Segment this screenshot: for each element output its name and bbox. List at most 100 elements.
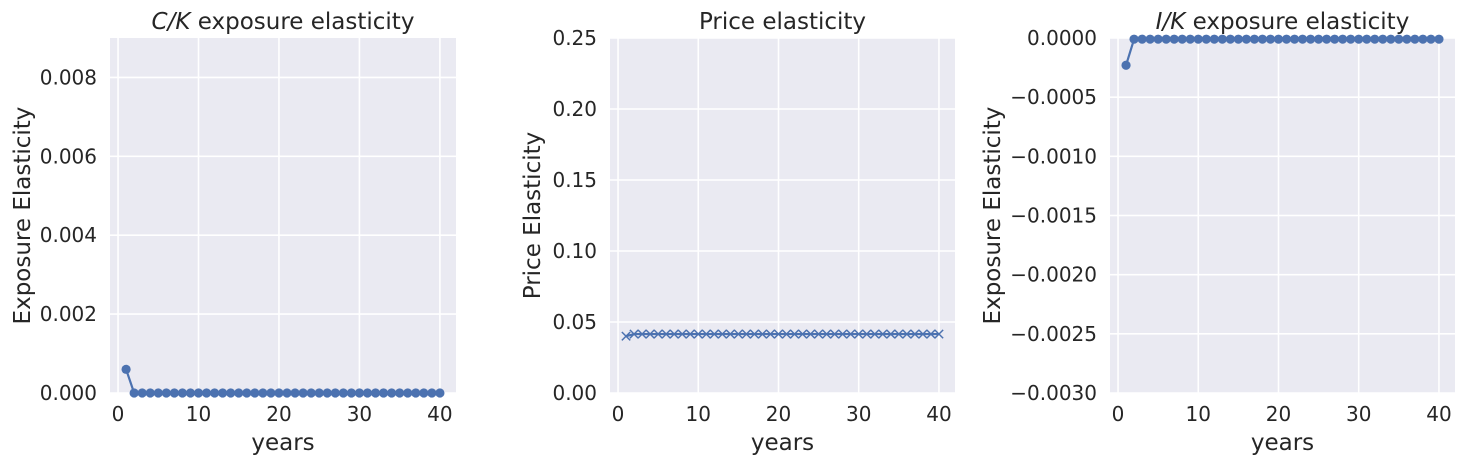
data-point	[934, 329, 944, 339]
data-point	[378, 388, 389, 398]
y-tick-label: 0.006	[40, 144, 97, 168]
data-point	[145, 388, 155, 398]
data-point	[1354, 34, 1364, 44]
data-point	[395, 388, 405, 398]
data-point	[1394, 34, 1404, 44]
data-point	[250, 388, 260, 398]
data-point	[653, 329, 663, 339]
data-point	[1161, 34, 1171, 44]
data-point	[1273, 34, 1284, 44]
data-point	[121, 364, 131, 374]
data-point	[427, 388, 437, 398]
chart-title-text: Price elasticity	[699, 9, 866, 35]
data-point	[878, 329, 888, 339]
data-point	[1418, 34, 1428, 44]
data-point	[201, 388, 212, 398]
data-point	[717, 329, 728, 339]
data-point	[1338, 34, 1348, 44]
y-axis-label: Exposure Elasticity	[980, 107, 1006, 325]
data-point	[274, 388, 284, 398]
data-point	[1249, 34, 1260, 44]
data-point	[1169, 34, 1179, 44]
x-tick-label: 20	[266, 402, 291, 426]
data-point	[185, 388, 196, 398]
chart-title: Price elasticity	[699, 9, 866, 35]
x-tick-label: 10	[1186, 402, 1211, 426]
chart-title-text: exposure elasticity	[190, 9, 414, 35]
data-point	[733, 329, 744, 339]
data-point	[781, 329, 792, 339]
data-point	[419, 388, 429, 398]
data-point	[258, 388, 268, 398]
data-point	[677, 329, 687, 339]
data-point	[757, 329, 768, 339]
data-point	[1297, 34, 1308, 44]
chart-title-italic: C/K	[152, 9, 193, 35]
x-tick-label: 30	[1346, 402, 1371, 426]
data-point	[346, 388, 356, 398]
data-point	[290, 388, 300, 398]
chart-panel-3: 0 10 20 30 40 −0.0030 −0.0025 −0.0020 −0.0015 −0.…	[980, 9, 1455, 456]
data-point	[1289, 34, 1300, 44]
y-tick-label: 0.10	[552, 239, 597, 263]
data-point	[645, 329, 655, 339]
data-point	[362, 388, 373, 398]
y-tick-label: 0.20	[552, 97, 597, 121]
data-point	[661, 329, 671, 339]
data-point	[693, 329, 703, 339]
data-point	[1426, 34, 1436, 44]
data-point	[129, 388, 139, 398]
data-point	[926, 329, 936, 339]
data-point	[218, 388, 228, 398]
data-point	[1225, 34, 1235, 44]
data-point	[234, 388, 244, 398]
data-point	[789, 329, 800, 339]
data-point	[411, 388, 421, 398]
data-point	[1265, 34, 1276, 44]
data-point	[1233, 34, 1243, 44]
y-axis-label: Exposure Elasticity	[10, 107, 36, 325]
data-point	[637, 329, 647, 339]
x-tick-label: 0	[1112, 402, 1125, 426]
data-point	[1346, 34, 1356, 44]
data-point	[741, 329, 752, 339]
data-point	[306, 388, 316, 398]
x-axis-label: years	[251, 430, 314, 456]
series-line	[625, 332, 939, 338]
data-point	[1137, 34, 1147, 44]
x-tick-label: 40	[427, 402, 452, 426]
data-point	[266, 388, 276, 398]
data-point	[629, 329, 639, 339]
data-point	[226, 388, 236, 398]
data-point	[282, 388, 292, 398]
x-axis-label: years	[1251, 430, 1314, 456]
plot-area	[610, 38, 955, 393]
data-point	[765, 329, 776, 339]
data-point	[749, 329, 760, 339]
y-tick-label: 0.004	[40, 223, 97, 247]
y-tick-label: 0.05	[552, 310, 597, 334]
data-point	[829, 329, 840, 339]
data-point	[918, 329, 928, 339]
y-tick-label: −0.0020	[1010, 263, 1097, 287]
data-point	[1314, 34, 1324, 44]
chart-title: I/K exposure elasticity	[1156, 9, 1410, 35]
y-tick-label: 0.0000	[1027, 26, 1097, 50]
data-point	[886, 329, 896, 339]
x-tick-label: 40	[1426, 402, 1451, 426]
data-point	[330, 388, 340, 398]
data-point	[725, 329, 736, 339]
data-point	[709, 329, 720, 339]
x-tick-label: 20	[1266, 402, 1291, 426]
x-tick-label: 30	[846, 402, 871, 426]
data-point	[1145, 34, 1155, 44]
data-point	[354, 388, 365, 398]
data-point	[1177, 34, 1187, 44]
x-tick-label: 0	[612, 402, 625, 426]
data-point	[1362, 34, 1372, 44]
data-point	[862, 329, 872, 339]
chart-panel-2: 0 10 20 30 40 0.00 0.05 0.10 0.15 0.20 0.25 Price e…	[520, 9, 955, 456]
data-point	[153, 388, 163, 398]
data-point	[621, 331, 631, 341]
y-tick-label: 0.15	[552, 168, 597, 192]
